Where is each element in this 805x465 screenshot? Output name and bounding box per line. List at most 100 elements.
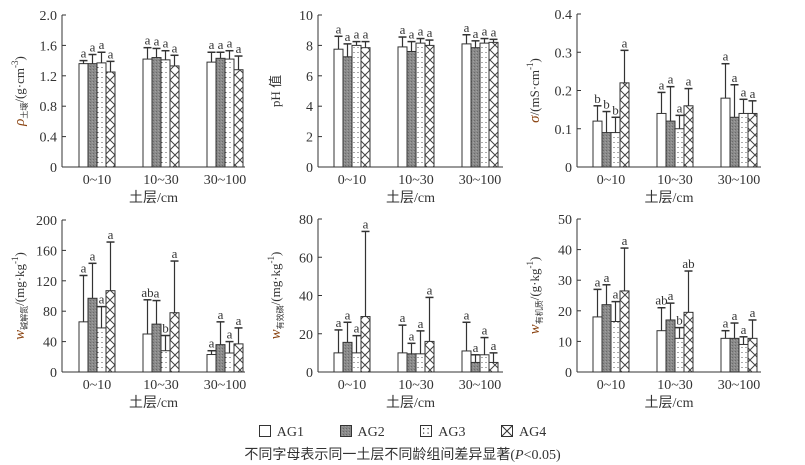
bar-ag3 (674, 128, 685, 168)
bar-ag2 (729, 116, 740, 168)
significance-letter: a (236, 41, 242, 56)
significance-letter: a (209, 37, 215, 52)
y-label-unit: /(g·kg (527, 268, 542, 300)
bar-ag1 (461, 43, 472, 168)
y-tick-label: 200 (36, 214, 57, 229)
x-tick-label: 10~30 (143, 173, 179, 188)
significance-letter: a (108, 46, 114, 61)
y-label-symbol: w (268, 329, 284, 339)
significance-letter: a (409, 27, 415, 42)
bar-ag3 (415, 353, 426, 373)
significance-letter: a (595, 274, 601, 289)
bar-ag4 (105, 290, 116, 373)
legend-label: AG2 (357, 425, 385, 440)
bar-ag3 (351, 352, 362, 373)
bar-ag3 (610, 132, 621, 168)
bar-ag3 (479, 354, 490, 373)
y-tick-label: 2 (306, 131, 313, 146)
significance-letter: a (145, 33, 151, 48)
bar-ag2 (151, 323, 162, 373)
significance-letter: a (99, 292, 105, 307)
y-tick-label: 8 (306, 39, 313, 54)
significance-letter: a (336, 21, 342, 36)
bar-ag1 (397, 46, 408, 168)
significance-letter: a (354, 27, 360, 42)
x-tick-label: 30~100 (718, 378, 761, 393)
significance-note: 不同字母表示同一土层不同龄组间差异显著(P<0.05) (0, 444, 805, 464)
bar-ag3 (96, 62, 107, 168)
bar-ag2 (665, 319, 676, 373)
significance-letter: a (732, 308, 738, 323)
y-label-symbol: w (527, 324, 543, 334)
significance-letter: ab (141, 285, 153, 300)
y-tick-label: 60 (299, 251, 313, 266)
bar-ag2 (470, 47, 481, 168)
x-tick-label: 0~10 (83, 173, 112, 188)
significance-letter: a (81, 46, 87, 61)
y-tick-label: 40 (43, 336, 57, 351)
bar-ag4 (488, 361, 499, 373)
bar-ag4 (747, 112, 758, 168)
y-label-symbol: σ (527, 115, 543, 123)
significance-letter: a (427, 25, 433, 40)
bar-ag3 (415, 42, 426, 168)
y-label-exponent: -1 (266, 256, 276, 264)
y-label-subscript: 碱解氮 (19, 306, 29, 330)
y-tick-label: 0 (565, 366, 572, 381)
bar-ag1 (720, 97, 731, 168)
y-tick-label: 40 (558, 244, 572, 259)
significance-letter: a (218, 307, 224, 322)
significance-letter: a (108, 227, 114, 242)
x-tick-label: 0~10 (83, 378, 112, 393)
x-tick-label: 10~30 (657, 378, 693, 393)
bar-ag3 (351, 44, 362, 168)
significance-letter: a (218, 37, 224, 52)
y-label-symbol: w (12, 330, 28, 340)
significance-letter: a (227, 327, 233, 342)
significance-letter: a (154, 33, 160, 48)
legend-item-ag4: AG4 (500, 425, 547, 441)
y-label-exponent: -3 (10, 60, 20, 68)
significance-letter: a (209, 336, 215, 351)
significance-letter: b (162, 321, 169, 336)
y-tick-label: 0 (50, 161, 57, 176)
bar-ag1 (656, 112, 667, 168)
significance-letter: a (99, 37, 105, 52)
bar-ag1 (78, 321, 89, 373)
legend-label: AG1 (276, 425, 305, 440)
bar-ag2 (406, 50, 417, 168)
x-axis-label: 土层/cm (386, 395, 435, 411)
y-label-close: ) (12, 252, 27, 256)
significance-letter: a (227, 36, 233, 51)
significance-letter: a (732, 70, 738, 85)
bar-ag1 (720, 337, 731, 373)
bar-ag2 (87, 63, 98, 168)
bar-ag3 (224, 58, 235, 168)
y-tick-label: 80 (43, 305, 57, 320)
bar-ag4 (233, 343, 244, 373)
y-tick-label: 40 (299, 290, 313, 305)
bar-ag2 (601, 132, 612, 168)
significance-letter: a (172, 40, 178, 55)
legend-label: AG4 (518, 425, 547, 440)
bar-ag3 (224, 352, 235, 373)
chart-panel-3: 00.10.20.30.4σ/(mS·cm-1)b b ba0~10a aaa10~3… (525, 8, 761, 206)
y-tick-label: 30 (558, 274, 572, 289)
y-axis-label: σ/(mS·cm-1) (525, 58, 543, 123)
bar-ag4 (360, 316, 371, 373)
x-tick-label: 0~10 (597, 378, 626, 393)
y-tick-label: 2.0 (40, 9, 58, 24)
significance-letter: a (464, 20, 470, 35)
note-p-symbol: P (515, 448, 524, 463)
bar-ag3 (160, 59, 171, 168)
significance-letter: a (409, 328, 415, 343)
significance-letter: a (482, 24, 488, 39)
significance-letter: a (677, 100, 683, 115)
y-tick-label: 0 (565, 161, 572, 176)
significance-letter: ab (682, 256, 694, 271)
y-axis-label: w有机质/(g·kg-1) (525, 257, 544, 335)
y-tick-label: 1.6 (40, 39, 58, 54)
y-tick-label: 0.4 (555, 8, 573, 23)
bar-ag1 (333, 352, 344, 373)
bar-ag2 (729, 337, 740, 373)
